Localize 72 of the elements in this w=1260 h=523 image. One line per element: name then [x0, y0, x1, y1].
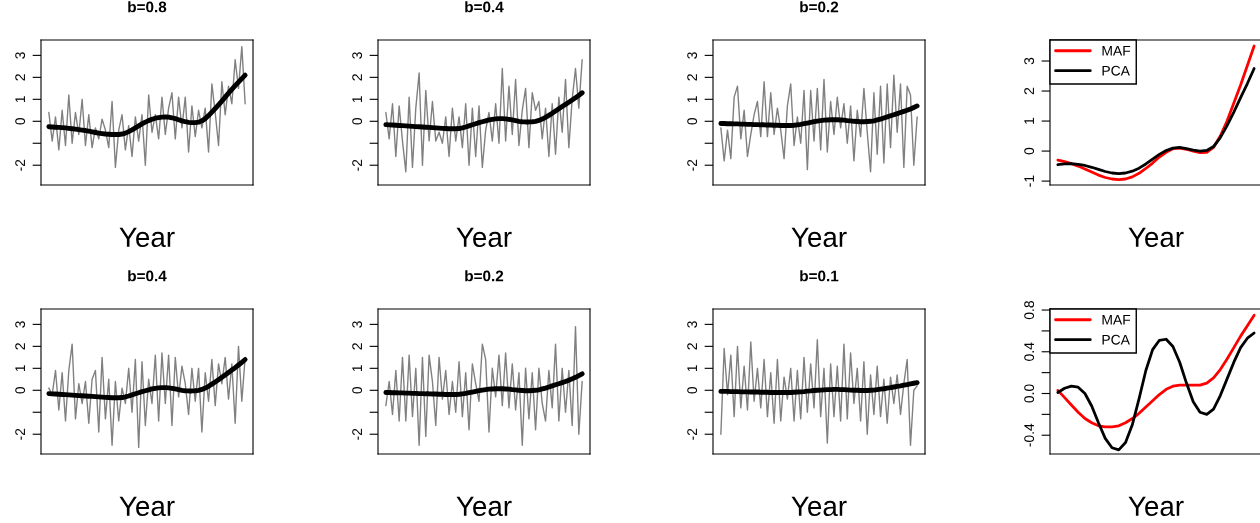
y-tick-label: 2 [687, 74, 697, 81]
chart-title: b=0.8 [128, 1, 167, 13]
y-tick-label: -2 [352, 428, 362, 440]
y-tick-label: 0 [352, 117, 363, 125]
line-series [385, 325, 583, 446]
y-tick-label: 1 [15, 365, 25, 372]
y-tick-label: 1 [687, 365, 697, 372]
line-series [48, 45, 246, 169]
line-series [383, 371, 585, 397]
line-series [718, 380, 920, 395]
line-series [720, 74, 918, 173]
y-tick-label: -2 [15, 159, 25, 171]
line-series [48, 343, 246, 449]
y-tick-label: 0.0 [1024, 384, 1035, 403]
x-axis-title: Year [791, 227, 847, 248]
legend-label: PCA [1102, 334, 1130, 345]
y-tick-label: 3 [352, 321, 363, 328]
y-tick-label: 1 [352, 96, 362, 103]
line-series [1056, 313, 1256, 429]
line-series [385, 59, 583, 173]
y-tick-label: -2 [687, 159, 697, 171]
y-tick-label: 1 [15, 96, 25, 103]
y-tick-label: 3 [687, 321, 698, 328]
legend-label: MAF [1102, 46, 1131, 56]
x-axis-title: Year [791, 496, 847, 517]
y-tick-label: 3 [15, 52, 26, 59]
line-series [46, 357, 248, 401]
y-tick-label: -2 [352, 159, 362, 171]
legend-label: MAF [1102, 315, 1131, 325]
x-axis-title: Year [1128, 496, 1184, 517]
chart-title: b=0.4 [465, 1, 504, 13]
x-axis-title: Year [456, 227, 512, 248]
y-tick-label: 0 [1024, 147, 1035, 155]
y-tick-label: 0.8 [1024, 300, 1035, 320]
y-tick-label: 0 [352, 386, 363, 394]
y-tick-label: 0 [687, 117, 698, 125]
x-axis-title: Year [1128, 227, 1184, 248]
y-tick-label: 2 [687, 343, 697, 350]
y-tick-label: 0 [15, 117, 26, 125]
y-tick-label: 0 [687, 386, 698, 394]
chart-title: b=0.2 [800, 1, 839, 13]
y-tick-label: 2 [352, 74, 362, 81]
x-axis-title: Year [119, 496, 175, 517]
line-series [720, 339, 918, 446]
y-tick-label: 2 [15, 74, 25, 81]
y-tick-label: 1 [1024, 117, 1034, 124]
chart-title: b=0.2 [465, 270, 504, 282]
line-series [46, 72, 248, 137]
line-series [1056, 331, 1256, 452]
y-tick-label: -2 [687, 428, 697, 440]
y-tick-label: 3 [1024, 57, 1035, 65]
y-tick-label: 2 [352, 343, 362, 350]
y-tick-label: 3 [687, 52, 698, 59]
chart-title: b=0.1 [800, 270, 839, 282]
y-tick-label: 1 [352, 365, 362, 372]
y-tick-label: -1 [1024, 175, 1034, 187]
legend-label: PCA [1102, 65, 1130, 76]
x-axis-title: Year [119, 227, 175, 248]
y-tick-label: 2 [1024, 87, 1034, 95]
y-tick-label: 0.4 [1024, 342, 1035, 361]
y-tick-label: 3 [15, 321, 26, 328]
y-tick-label: -0.4 [1024, 423, 1035, 447]
line-series [1056, 67, 1256, 175]
y-tick-label: 1 [687, 96, 697, 103]
x-axis-title: Year [456, 496, 512, 517]
chart-title: b=0.4 [128, 270, 167, 282]
y-tick-label: 2 [15, 343, 25, 350]
line-series [718, 103, 920, 128]
y-tick-label: -2 [15, 428, 25, 440]
y-tick-label: 3 [352, 52, 363, 59]
line-series [383, 90, 585, 132]
y-tick-label: 0 [15, 386, 26, 394]
